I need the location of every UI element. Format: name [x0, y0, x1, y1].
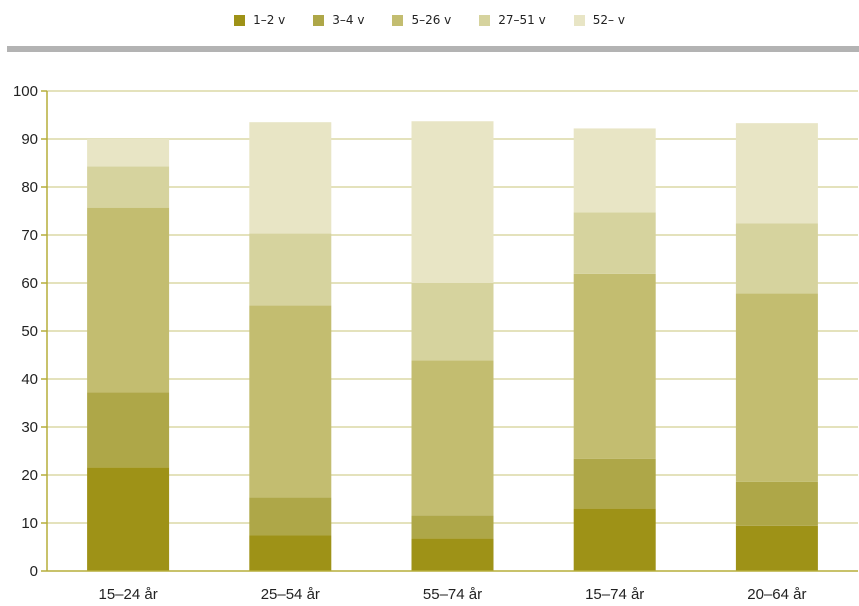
y-tick-label: 70 — [21, 227, 38, 244]
y-tick-label: 50 — [21, 323, 38, 340]
legend-label: 1–2 v — [253, 13, 286, 27]
y-tick-label: 80 — [21, 179, 38, 196]
legend-item: 5–26 v — [392, 13, 451, 27]
legend-label: 5–26 v — [411, 13, 452, 27]
legend-swatch — [392, 14, 404, 26]
bar-segment — [411, 121, 494, 284]
y-tick-label: 10 — [21, 515, 38, 532]
legend-label: 3–4 v — [332, 13, 365, 27]
header-divider — [7, 46, 859, 52]
y-tick-label: 40 — [21, 371, 38, 388]
bar-segment — [249, 233, 332, 306]
legend-swatch — [313, 14, 325, 26]
legend-item: 52– v — [573, 13, 625, 27]
y-tick-label: 0 — [30, 563, 38, 580]
bar-segment — [573, 212, 656, 274]
bar-segment — [87, 467, 170, 571]
bar-segment — [411, 283, 494, 361]
bar-segment — [87, 139, 170, 167]
y-tick-label: 100 — [13, 83, 38, 100]
bar-segment — [573, 273, 656, 459]
legend-label: 52– v — [592, 13, 625, 27]
legend: 1–2 v 3–4 v 5–26 v 27–51 v 52– v — [0, 9, 859, 31]
bar-segment — [573, 128, 656, 213]
bar-segment — [249, 497, 332, 536]
x-category-label: 15–74 år — [585, 586, 644, 603]
bar-segment — [735, 481, 818, 526]
y-tick-label: 20 — [21, 467, 38, 484]
x-category-label: 15–24 år — [98, 586, 157, 603]
bar-segment — [87, 392, 170, 468]
y-tick-label: 90 — [21, 131, 38, 148]
bar-segment — [735, 293, 818, 482]
y-tick-label: 30 — [21, 419, 38, 436]
legend-swatch — [573, 14, 585, 26]
bar-segment — [573, 508, 656, 571]
legend-swatch — [234, 14, 246, 26]
bar-segment — [87, 207, 170, 393]
legend-item: 3–4 v — [313, 13, 364, 27]
bar-segment — [735, 223, 818, 294]
bar-segment — [249, 535, 332, 571]
legend-swatch — [479, 14, 491, 26]
bar-segment — [411, 538, 494, 571]
bar-segment — [87, 166, 170, 208]
bar-segment — [411, 515, 494, 539]
bar-segment — [735, 525, 818, 571]
bar-segment — [411, 360, 494, 516]
x-category-label: 55–74 år — [423, 586, 482, 603]
x-category-label: 25–54 år — [261, 586, 320, 603]
legend-label: 27–51 v — [498, 13, 546, 27]
bar-segment — [735, 123, 818, 224]
bar-segment — [249, 122, 332, 234]
bar-segment — [573, 458, 656, 509]
legend-item: 27–51 v — [479, 13, 546, 27]
legend-item: 1–2 v — [234, 13, 285, 27]
bar-segment — [249, 305, 332, 498]
y-tick-label: 60 — [21, 275, 38, 292]
x-category-label: 20–64 år — [747, 586, 806, 603]
